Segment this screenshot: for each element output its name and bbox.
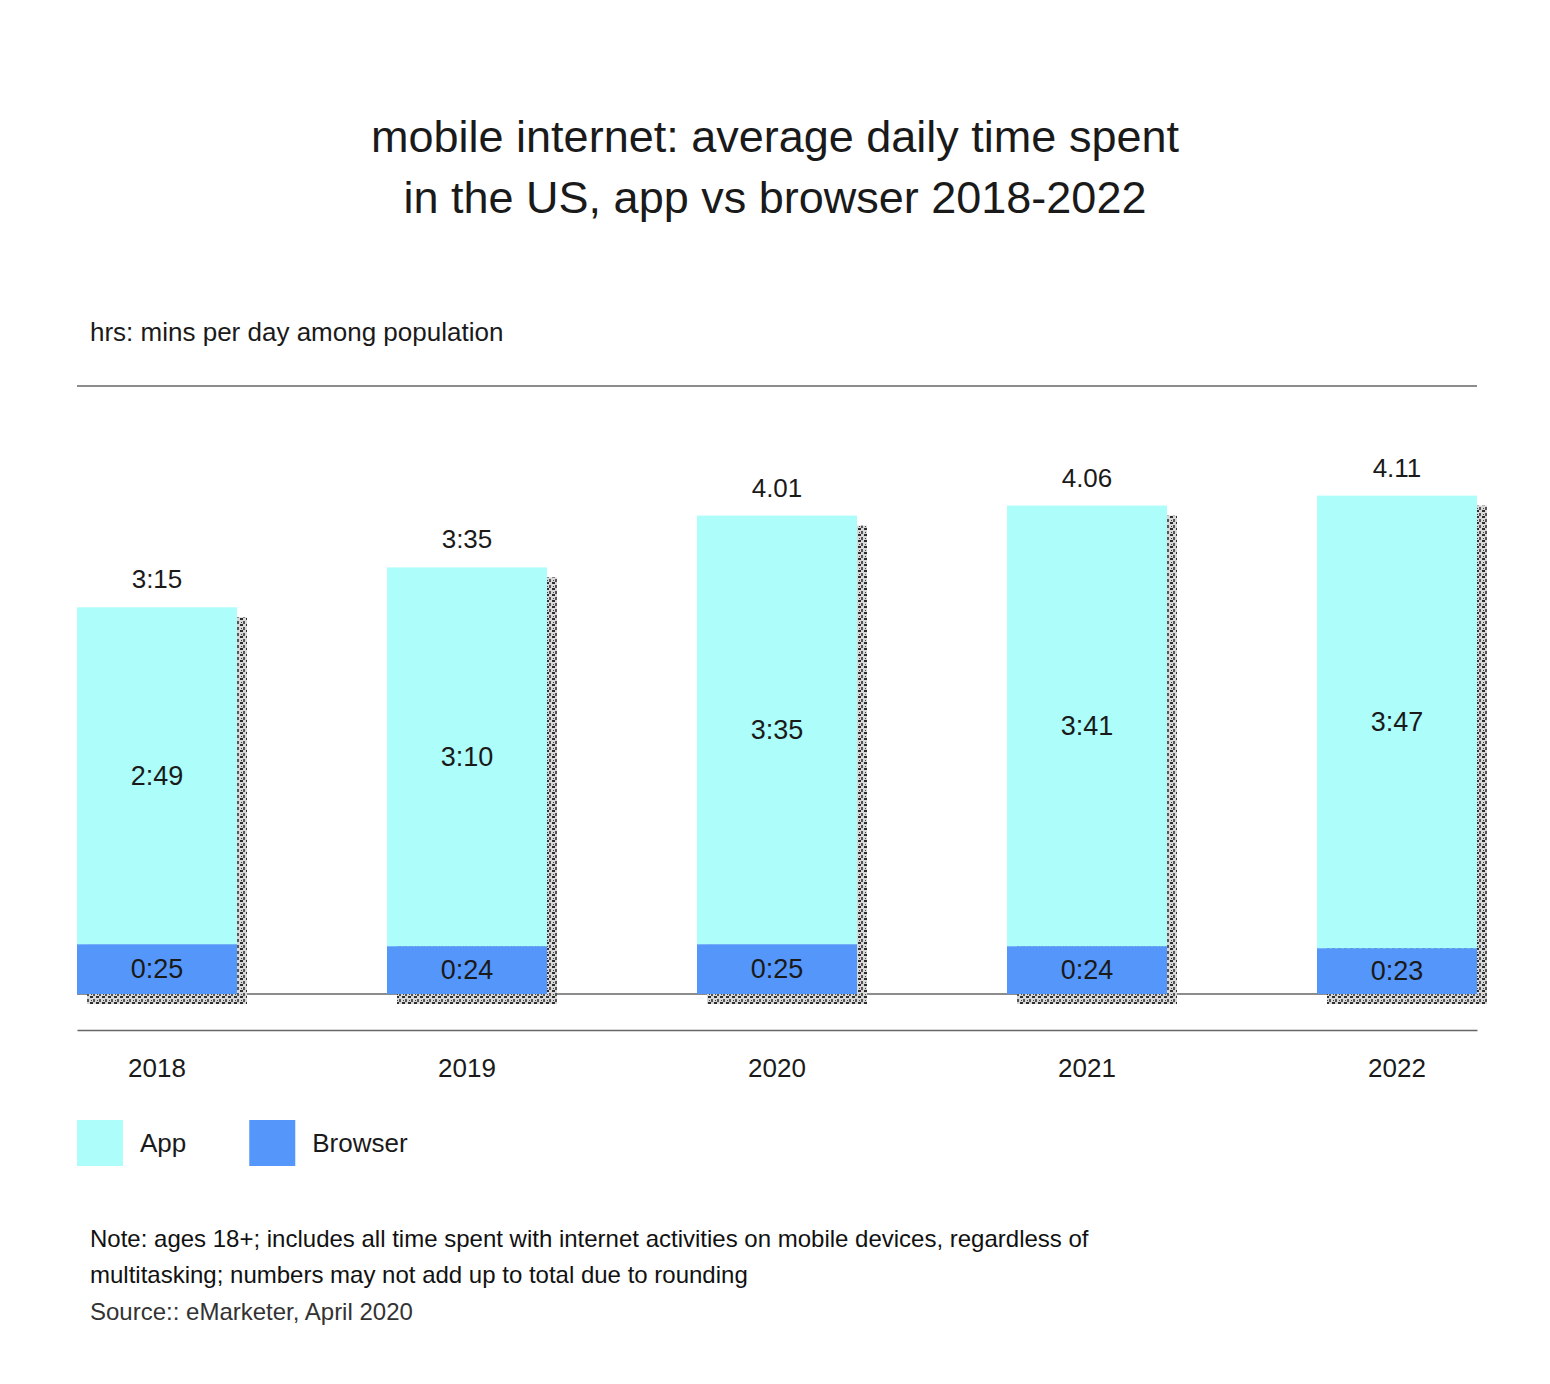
- bar: [387, 567, 547, 946]
- legend: App Browser: [77, 1120, 408, 1166]
- chart-container: mobile internet: average daily time spen…: [0, 0, 1550, 1384]
- data-labels: 0:25 0:24 0:25 0:24 0:23 2:49 3:10 3:35 3:41 3:47: [131, 707, 1424, 986]
- data-label: 0:25: [131, 954, 184, 984]
- legend-swatch: [249, 1120, 295, 1166]
- grid: [77, 386, 1477, 994]
- x-tick: 2018: [128, 1053, 186, 1083]
- legend-label: App: [140, 1128, 186, 1158]
- bar: [1317, 496, 1477, 949]
- grid-line: [77, 385, 1477, 386]
- legend-label: Browser: [312, 1128, 408, 1158]
- source: Source:: eMarketer, April 2020: [90, 1298, 413, 1325]
- bar: [1007, 506, 1167, 947]
- data-label: 3:10: [441, 742, 494, 772]
- data-label: 0:24: [441, 955, 494, 985]
- bar: [77, 607, 237, 944]
- x-axis: 2018 2019 2020 2021 2022: [78, 1031, 1478, 1084]
- chart-svg: mobile internet: average daily time spen…: [0, 0, 1550, 1384]
- background: [0, 0, 1550, 1384]
- note: multitasking; numbers may not add up to …: [90, 1261, 748, 1288]
- x-tick-label: 2021: [1058, 1053, 1116, 1083]
- bar: [77, 944, 237, 994]
- chart-subtitle: hrs: mins per day among population: [90, 317, 503, 347]
- bar: [697, 944, 857, 994]
- total-label: 4.06: [1062, 463, 1113, 493]
- chart-title: mobile internet: average daily time spen…: [371, 111, 1179, 162]
- bar: [387, 946, 547, 994]
- total-label: 4.11: [1373, 453, 1422, 483]
- bar-shadows: [87, 506, 1487, 1004]
- x-tick: 2019: [438, 1053, 496, 1083]
- x-axis-line: [78, 1030, 1478, 1031]
- legend-swatch: [77, 1120, 123, 1166]
- x-tick-label: 2022: [1368, 1053, 1426, 1083]
- bars: [77, 496, 1477, 994]
- x-tick-label: 2018: [128, 1053, 186, 1083]
- data-label: 0:25: [751, 954, 804, 984]
- x-tick: 2021: [1058, 1053, 1116, 1083]
- data-label: 0:23: [1371, 956, 1424, 986]
- bar-series: [77, 944, 1477, 994]
- total-labels: 3:15 3:35 4.01 4.06 4.11: [132, 453, 1422, 595]
- total-label: 3:15: [132, 564, 183, 594]
- bar: [1317, 948, 1477, 994]
- x-tick-label: 2020: [748, 1053, 806, 1083]
- data-label: 3:41: [1061, 711, 1114, 741]
- total-label: 3:35: [442, 524, 493, 554]
- data-label: 0:24: [1061, 955, 1114, 985]
- note: Note: ages 18+; includes all time spent …: [90, 1225, 1089, 1252]
- x-tick: 2020: [748, 1053, 806, 1083]
- chart-title: in the US, app vs browser 2018-2022: [404, 172, 1147, 223]
- bar: [1007, 946, 1167, 994]
- data-label: 2:49: [131, 761, 184, 791]
- bar: [697, 516, 857, 945]
- total-label: 4.01: [752, 473, 803, 503]
- data-label: 3:47: [1371, 707, 1424, 737]
- bar-series: [77, 496, 1477, 949]
- x-tick-label: 2019: [438, 1053, 496, 1083]
- x-tick: 2022: [1368, 1053, 1426, 1083]
- data-label: 3:35: [751, 715, 804, 745]
